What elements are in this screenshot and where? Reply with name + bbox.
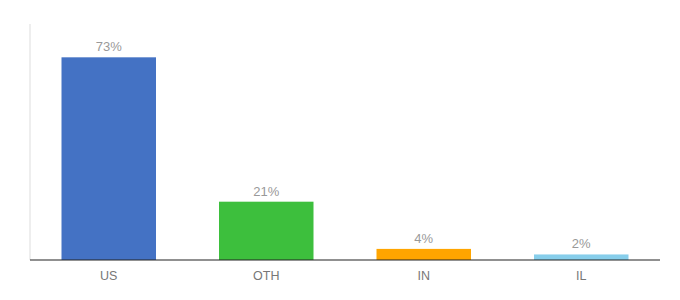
y-axis-line	[30, 24, 31, 260]
bar	[219, 202, 314, 260]
chart-container: 73% 21% 4% 2% US OTH IN IL	[0, 0, 680, 300]
data-label: 4%	[414, 231, 433, 246]
bar	[377, 249, 472, 260]
bar	[62, 57, 157, 260]
x-tick-label: OTH	[253, 269, 279, 283]
bar	[534, 254, 629, 260]
x-tick-label: IL	[576, 269, 586, 283]
x-axis-line	[30, 259, 660, 260]
chart-svg: 73% 21% 4% 2% US OTH IN IL	[0, 0, 680, 300]
data-label: 2%	[572, 236, 591, 251]
data-label: 21%	[253, 184, 279, 199]
data-label: 73%	[96, 39, 122, 54]
x-tick-label: US	[100, 269, 117, 283]
x-tick-label: IN	[418, 269, 431, 283]
bars	[62, 57, 629, 260]
